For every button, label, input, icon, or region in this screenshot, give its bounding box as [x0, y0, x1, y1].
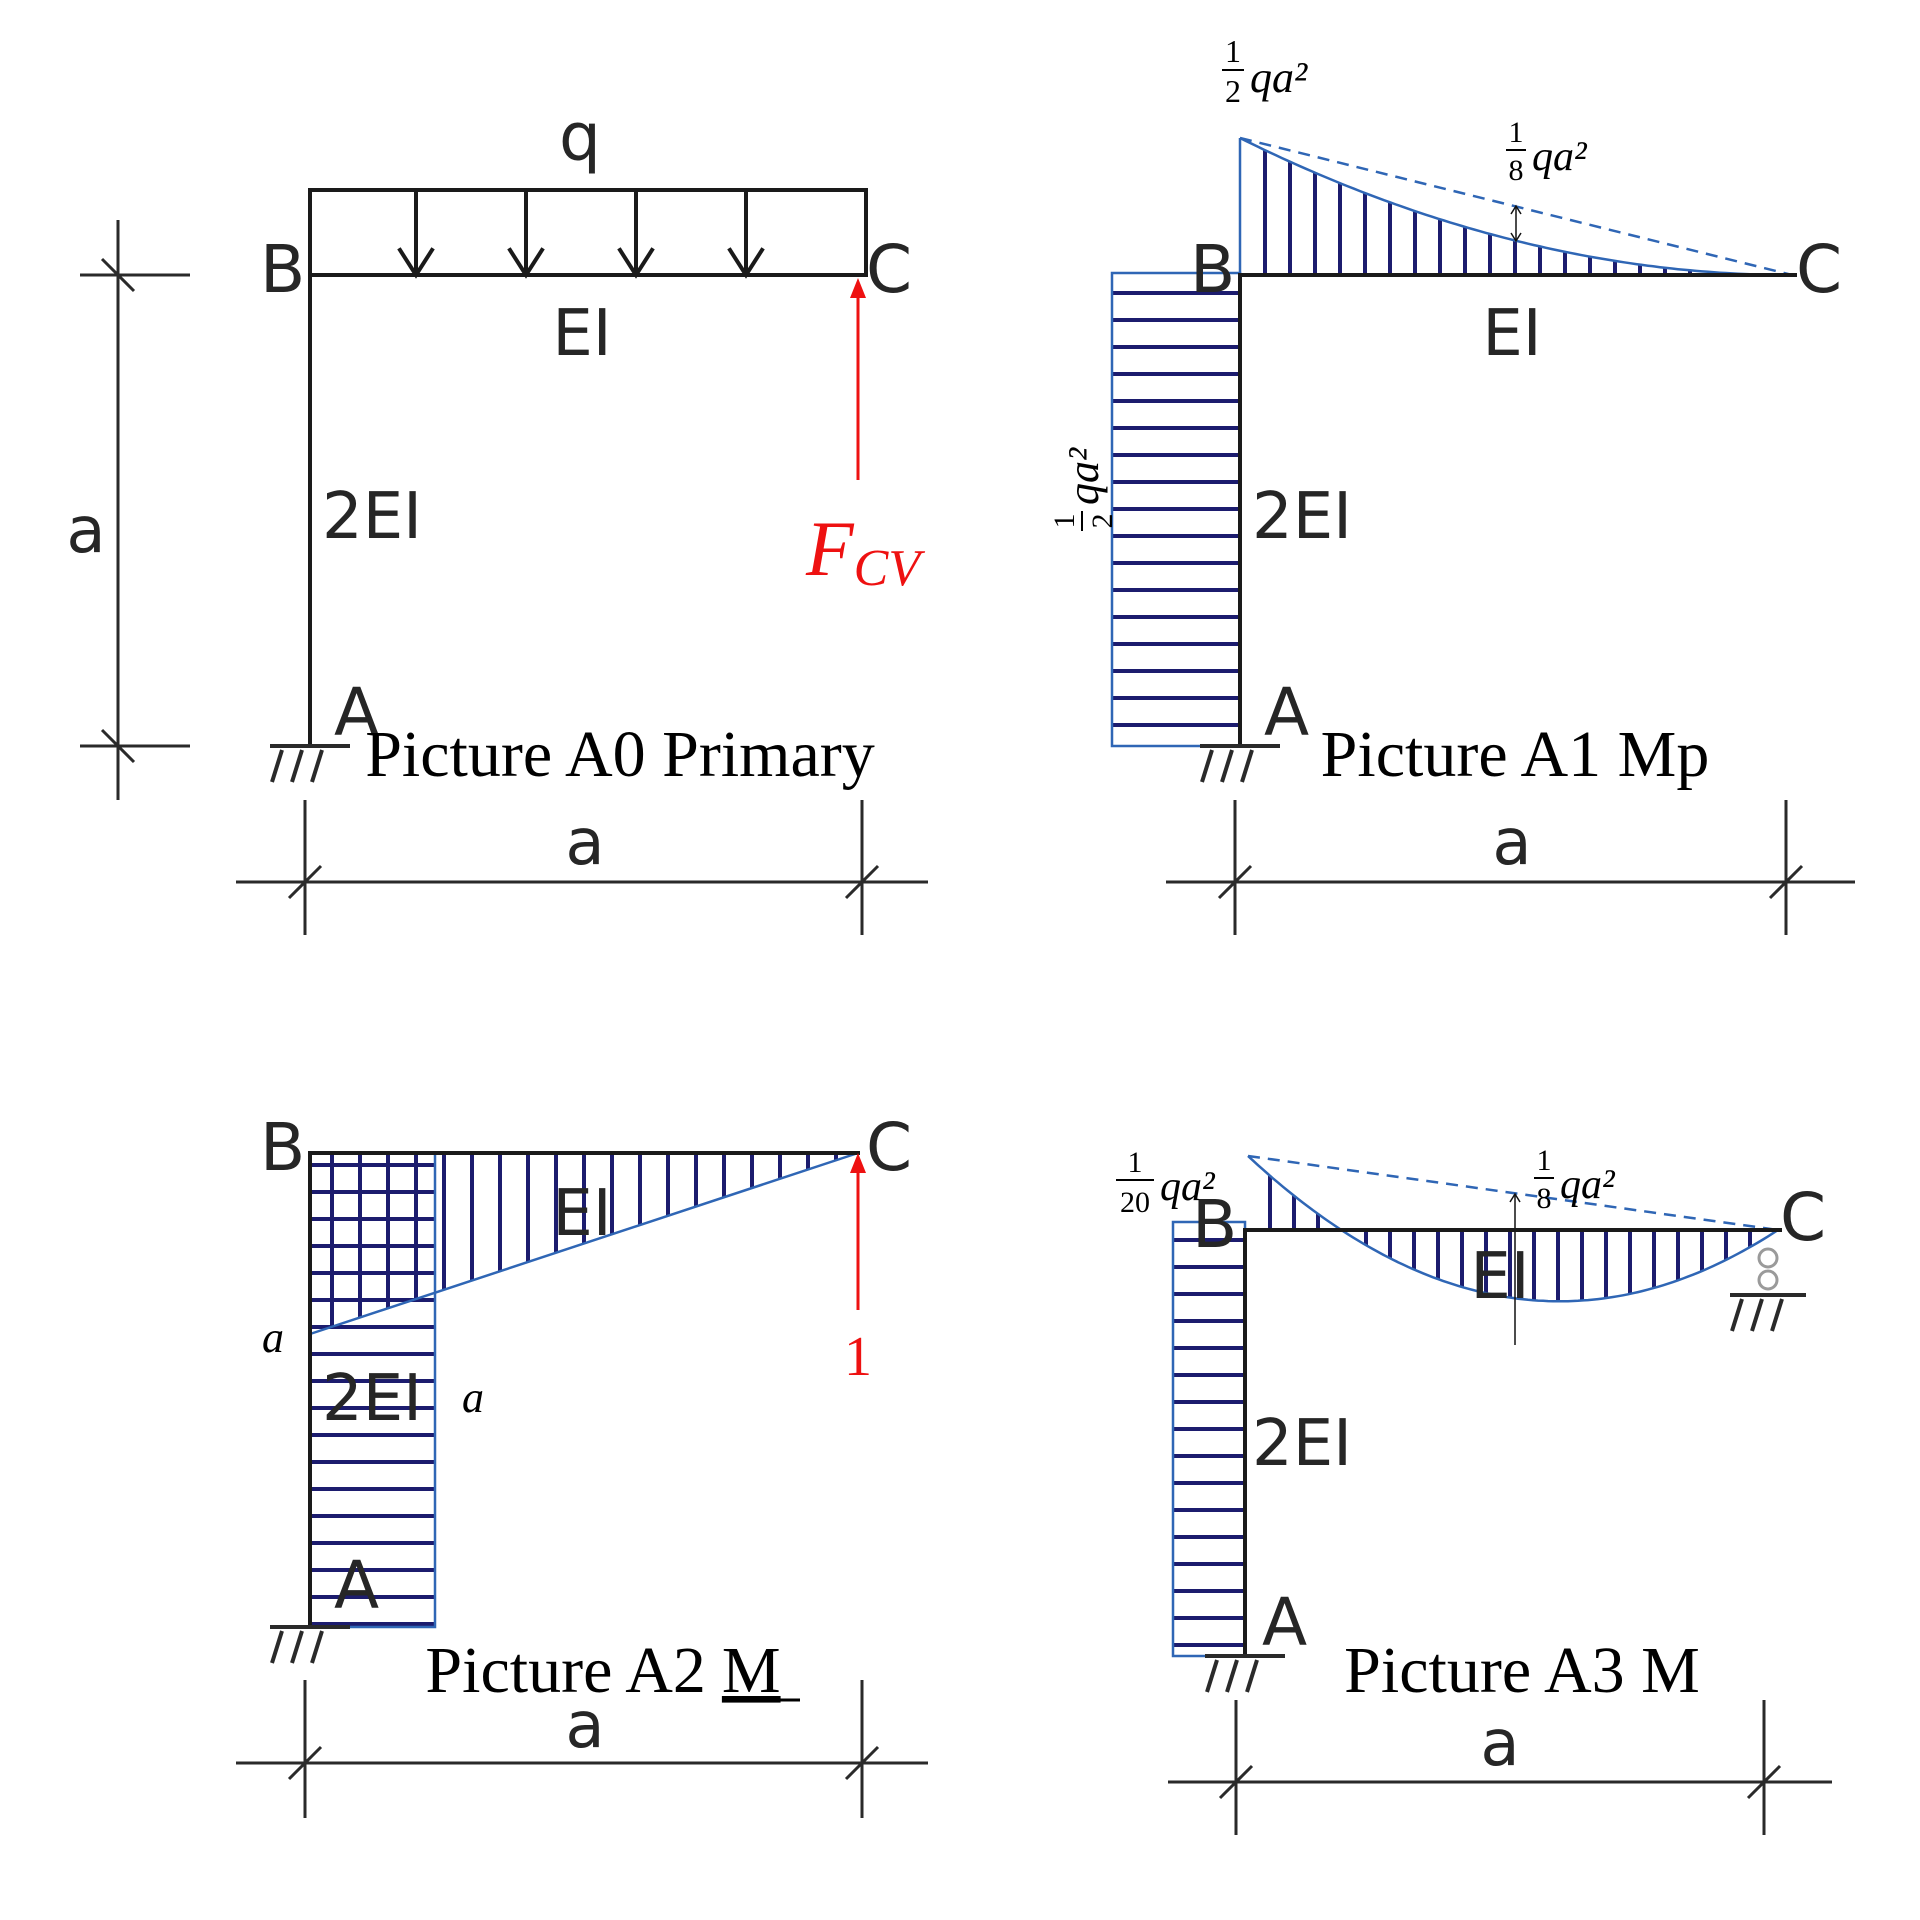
svg-text:20: 20: [1120, 1186, 1150, 1219]
a0-dim-tick-bottom: [100, 728, 136, 764]
a3-node-a: A: [1262, 1584, 1307, 1661]
a2-value-right: a: [462, 1373, 484, 1422]
a3-beam-moment-curve: [1247, 1155, 1779, 1303]
panel-a1-mp: B C A EI 2EI 1 2 qa² 1 8 qa² 1 2 qa²: [1048, 33, 1855, 935]
a0-horizontal-dimension-label: a: [565, 806, 604, 880]
a3-left-moment-label: 1 20 qa²: [1116, 1146, 1216, 1219]
a2-node-a: A: [334, 1547, 379, 1624]
a1-column-moment-hatch: [1112, 291, 1240, 727]
a3-column-moment-hatch: [1173, 1238, 1245, 1647]
a0-dim-tick-top: [100, 257, 136, 293]
svg-text:1: 1: [1537, 1144, 1552, 1177]
svg-text:2: 2: [1086, 514, 1119, 529]
a0-load-arrows: [397, 188, 765, 279]
a3-fixed-support: [1205, 1654, 1285, 1693]
a0-load-label: q: [559, 99, 601, 176]
a1-caption: Picture A1 Mp: [1321, 718, 1710, 791]
a1-node-a: A: [1264, 674, 1309, 751]
panel-a2-unit-moment: B C A EI 2EI a a 1 a Picture A2 M: [236, 1109, 928, 1818]
a3-mid-moment-label: 1 8 qa²: [1534, 1144, 1616, 1215]
a3-node-c: C: [1780, 1179, 1826, 1256]
a0-beam-stiffness: EI: [552, 297, 611, 371]
a2-value-left: a: [262, 1313, 284, 1362]
a3-column-stiffness: 2EI: [1252, 1407, 1352, 1481]
a3-beam-stiffness: EI: [1470, 1240, 1529, 1314]
a2-dim-tick-right: [844, 1745, 880, 1781]
a1-node-b: B: [1190, 231, 1235, 308]
svg-text:1: 1: [1048, 514, 1081, 529]
a0-node-a: A: [334, 674, 379, 751]
a1-horizontal-dimension-label: a: [1492, 806, 1531, 880]
a0-vertical-dimension-label: a: [66, 494, 105, 568]
a1-dim-tick-left: [1217, 864, 1253, 900]
a2-dim-tick-left: [287, 1745, 323, 1781]
a1-node-c: C: [1796, 231, 1842, 308]
a1-column-moment-label: 1 2 qa²: [1048, 447, 1119, 531]
a1-mid-offset-arrow-down: [1510, 232, 1522, 243]
a2-beam-moment-hatch: [330, 1153, 838, 1327]
svg-text:1: 1: [1509, 116, 1524, 149]
svg-text:qa²: qa²: [1250, 53, 1308, 102]
a3-horizontal-dimension-label: a: [1480, 1707, 1519, 1781]
a3-roller-support: [1730, 1247, 1806, 1332]
a2-beam-stiffness: EI: [552, 1177, 611, 1251]
svg-text:1: 1: [1128, 1146, 1143, 1179]
panel-a3-final-moment: B C A EI 2EI 1 20 qa² 1 8 qa² a Picture …: [1116, 1144, 1832, 1835]
a1-fixed-support: [1200, 744, 1280, 783]
a0-fixed-support: [270, 744, 350, 783]
a0-column-stiffness: 2EI: [322, 480, 422, 554]
a2-fixed-support: [270, 1625, 350, 1664]
a2-node-b: B: [260, 1109, 305, 1186]
panel-a0-primary: a q B C A EI 2EI FCV: [66, 99, 928, 935]
a2-unit-load-arrowhead: [850, 1153, 866, 1173]
svg-text:qa²: qa²: [1532, 134, 1588, 180]
a0-distributed-load-box: [308, 188, 868, 277]
a1-top-moment-label: 1 2 qa²: [1222, 33, 1308, 109]
a2-node-c: C: [866, 1109, 912, 1186]
a0-force-arrowhead: [850, 278, 866, 298]
a2-column-stiffness: 2EI: [322, 1362, 422, 1436]
svg-text:qa²: qa²: [1560, 1162, 1616, 1208]
a2-caption: Picture A2 M: [425, 1634, 780, 1707]
a3-beam-moment-hatch: [1268, 1175, 1752, 1302]
a2-beam-moment-line: [309, 1151, 859, 1336]
a0-force-label: FCV: [805, 505, 925, 597]
svg-text:8: 8: [1509, 154, 1524, 187]
a1-mid-moment-label: 1 8 qa²: [1506, 116, 1588, 187]
a1-mid-offset-arrow-up: [1510, 204, 1522, 215]
a0-dim-tick-left: [287, 864, 323, 900]
a1-dim-tick-right: [1768, 864, 1804, 900]
svg-text:qa²: qa²: [1160, 1164, 1216, 1210]
svg-text:2: 2: [1225, 73, 1241, 109]
a1-column-stiffness: 2EI: [1252, 480, 1352, 554]
a3-mid-offset-arrow: [1509, 1192, 1521, 1203]
a3-beam-chord-dashed: [1247, 1154, 1779, 1232]
a3-dim-tick-right: [1746, 1764, 1782, 1800]
a0-dim-tick-right: [844, 864, 880, 900]
a0-node-c: C: [866, 231, 912, 308]
a0-caption: Picture A0 Primary: [365, 718, 875, 791]
svg-text:1: 1: [1225, 33, 1241, 69]
svg-text:8: 8: [1537, 1182, 1552, 1215]
a0-node-b: B: [260, 231, 305, 308]
svg-text:qa²: qa²: [1059, 447, 1108, 505]
a2-unit-load-label: 1: [844, 1326, 872, 1388]
a2-horizontal-dimension-label: a: [565, 1689, 604, 1763]
a3-caption: Picture A3 M: [1344, 1634, 1700, 1707]
a3-dim-tick-left: [1218, 1764, 1254, 1800]
a3-node-b: B: [1192, 1186, 1237, 1263]
a1-beam-stiffness: EI: [1482, 297, 1541, 371]
